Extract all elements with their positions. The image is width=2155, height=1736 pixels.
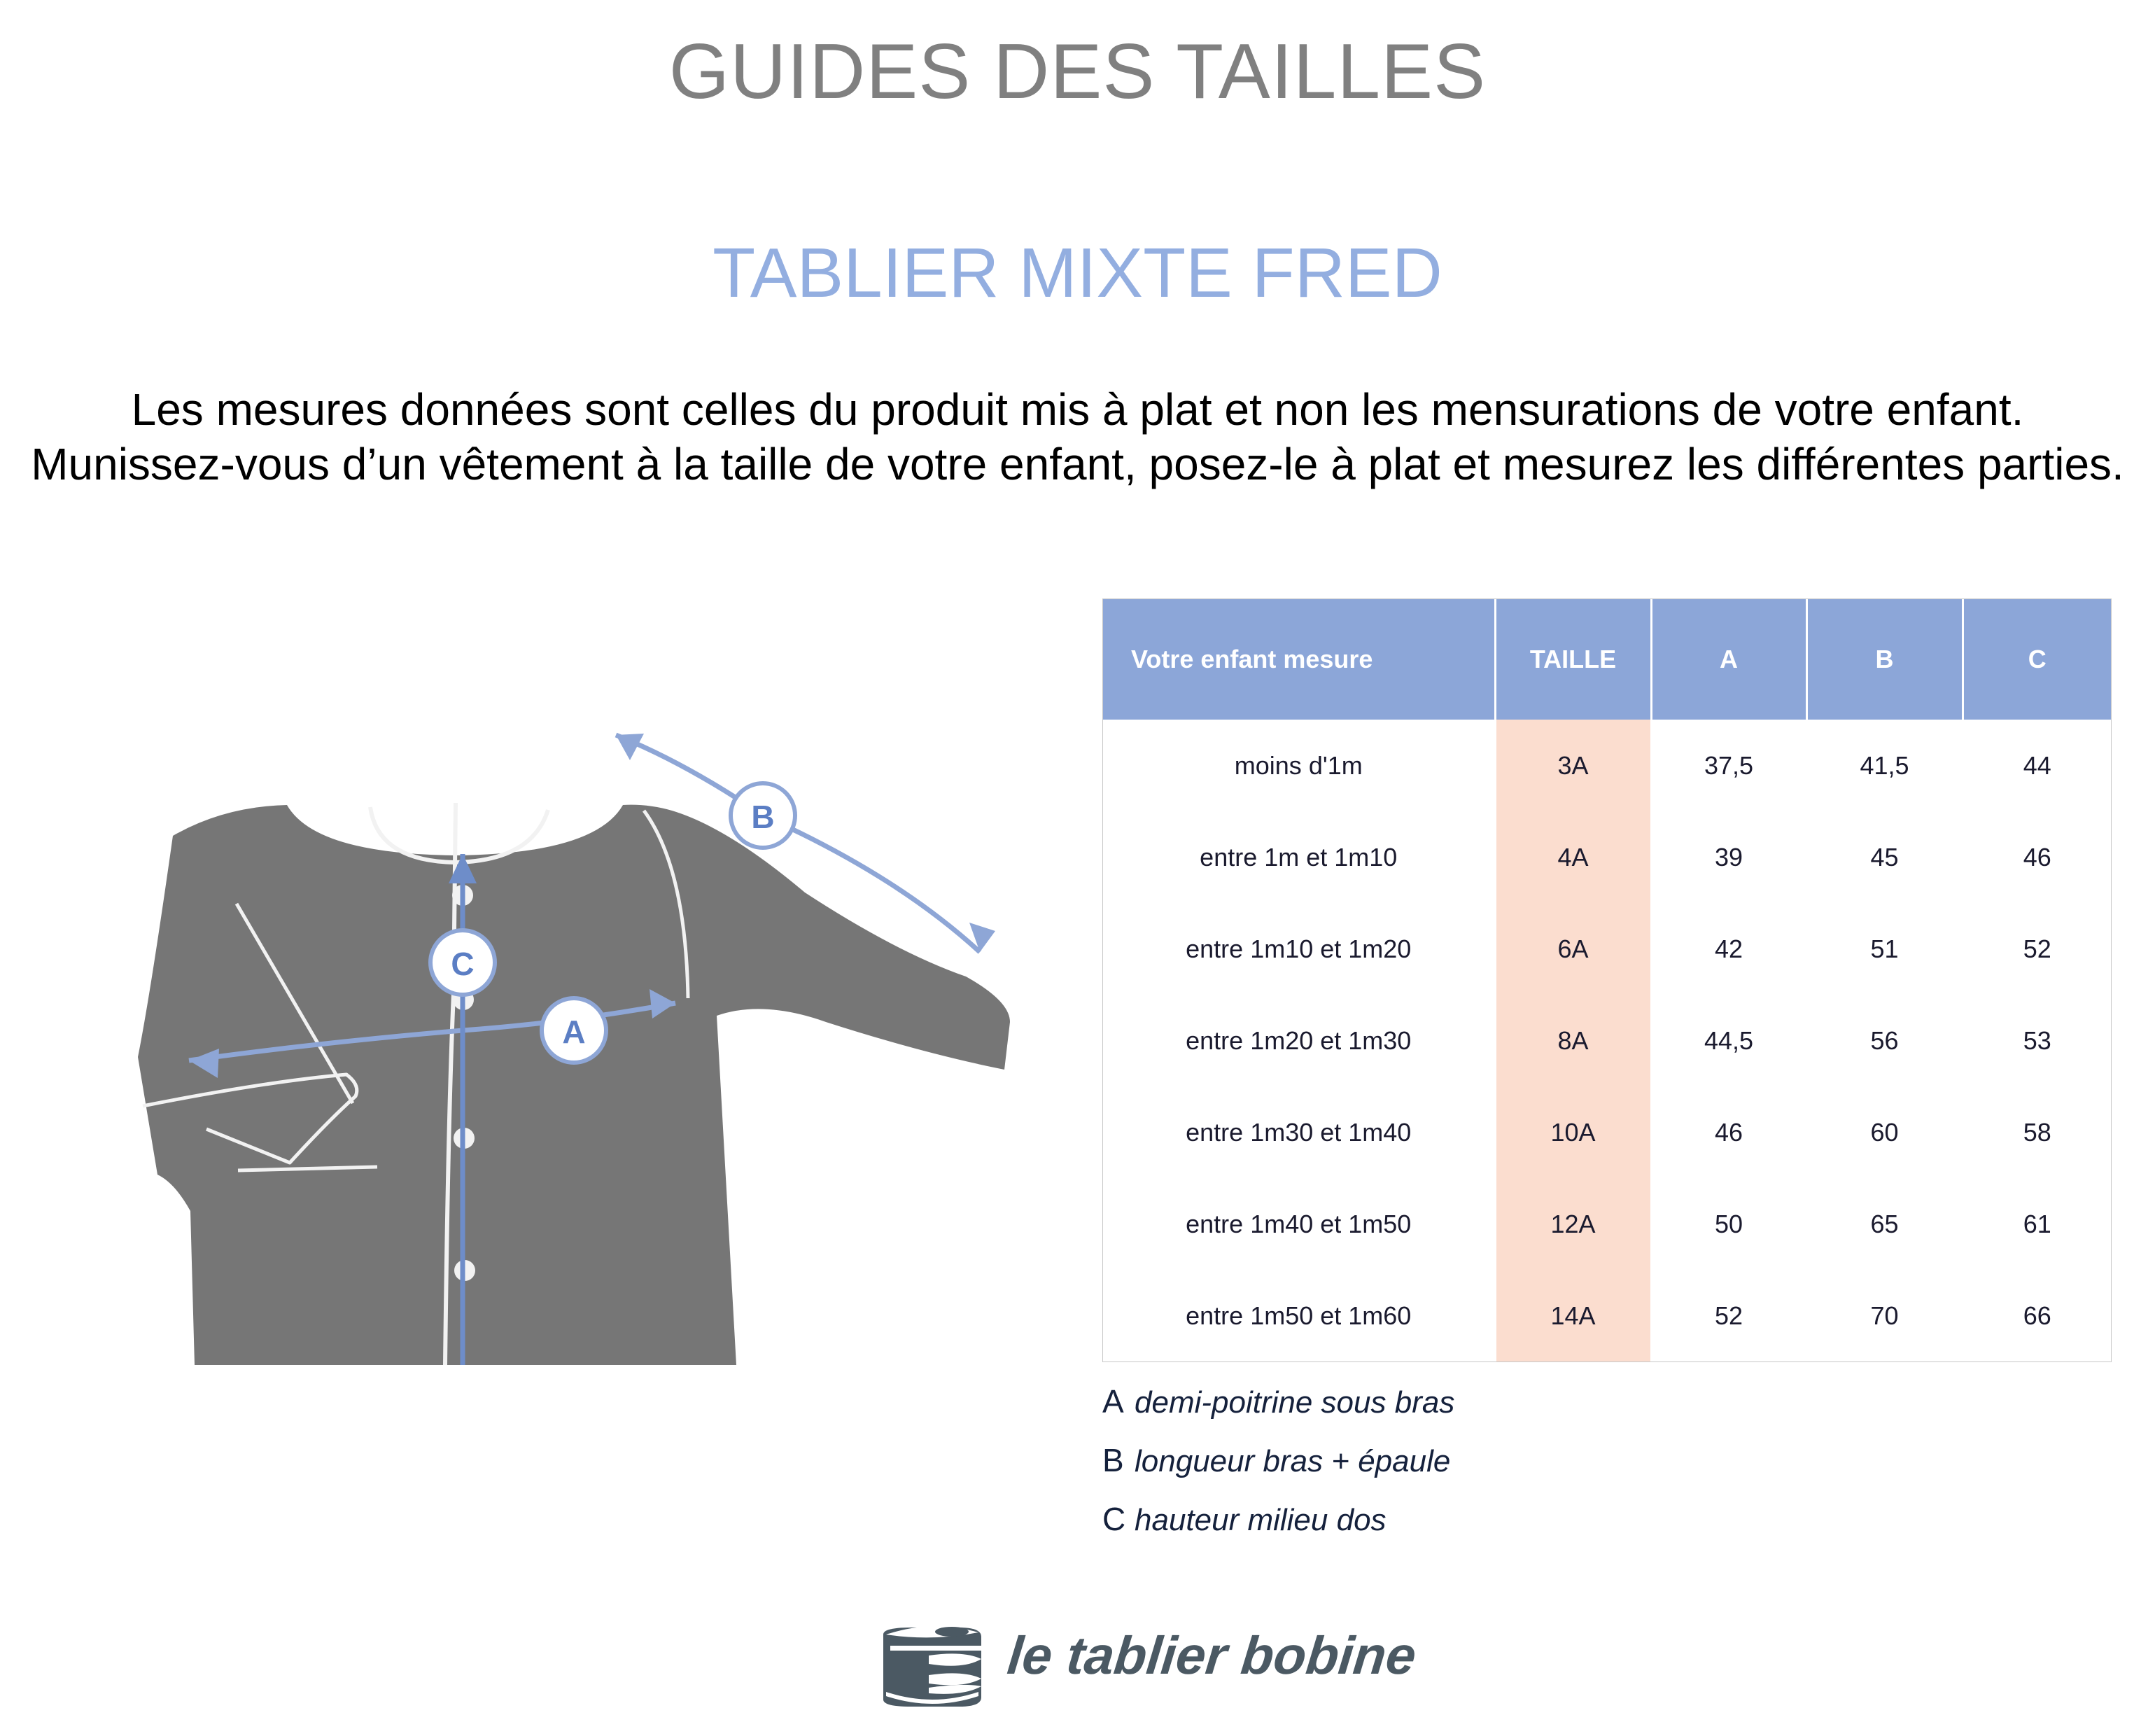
- svg-text:C: C: [451, 946, 474, 982]
- svg-text:B: B: [751, 799, 774, 835]
- svg-text:A: A: [562, 1014, 585, 1050]
